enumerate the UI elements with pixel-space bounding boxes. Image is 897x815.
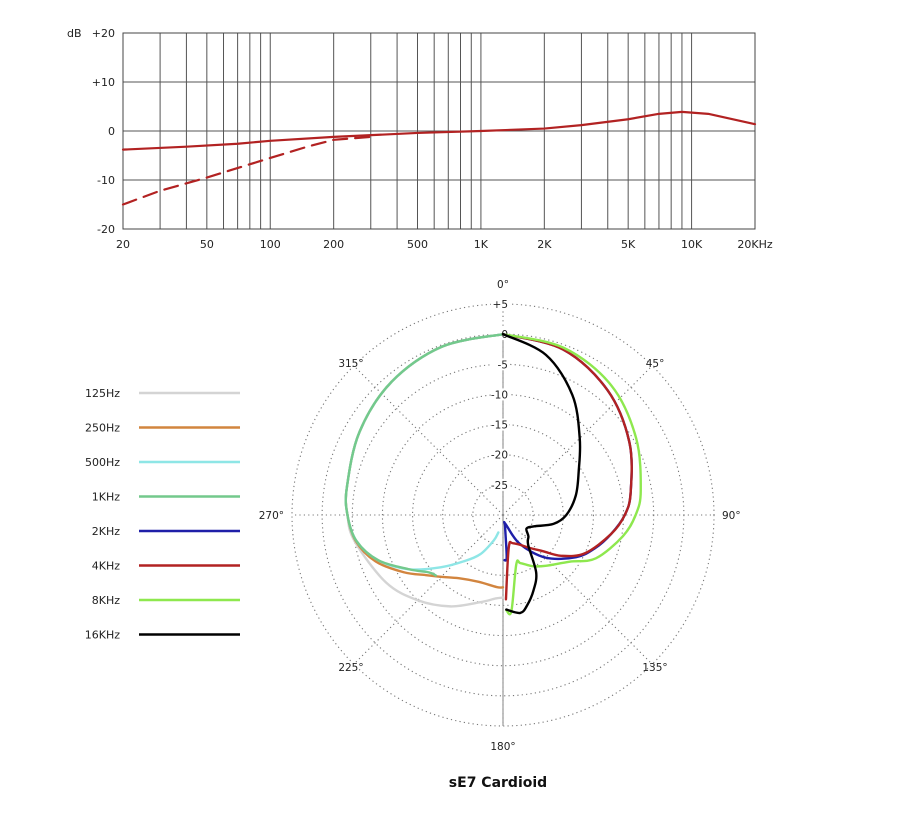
polar-series-1khz: [344, 332, 505, 577]
polar-chart-title: sE7 Cardioid: [449, 775, 547, 791]
legend-label: 250Hz: [85, 422, 120, 435]
legend-label: 1KHz: [92, 491, 120, 504]
polar-ring: [291, 303, 715, 727]
freq-y-unit-label: dB: [67, 27, 82, 40]
polar-ring-label-bg: [491, 388, 509, 401]
polar-ring-label: +5: [493, 299, 508, 311]
polar-ring-label-bg: [491, 298, 509, 310]
polar-ring-label: -10: [491, 389, 508, 401]
polar-angle-label: 225°: [338, 662, 363, 674]
polar-ring: [442, 454, 564, 576]
polar-ring-label-bg: [491, 358, 509, 371]
freq-x-tick-label: 2K: [537, 238, 552, 251]
freq-x-tick-label: 20KHz: [737, 238, 772, 251]
polar-series-4khz: [501, 332, 633, 601]
freq-x-tick-label: 10K: [681, 238, 703, 251]
freq-x-tick-label: 20: [116, 238, 130, 251]
polar-angle-label: 0°: [497, 279, 509, 291]
legend-label: 125Hz: [85, 387, 120, 400]
freq-y-tick-label: +20: [92, 27, 115, 40]
legend-label: 16KHz: [85, 629, 120, 642]
legend-label: 500Hz: [85, 456, 120, 469]
polar-ring-label-bg: [491, 448, 509, 461]
legend: 125Hz 250Hz 500Hz 1KHz 2KHz 4KHz 8KHz 16KHz: [85, 387, 240, 642]
legend-label: 8KHz: [92, 594, 120, 607]
legend-label: 2KHz: [92, 525, 120, 538]
polar-angle-label: 45°: [646, 358, 665, 370]
freq-x-tick-label: 100: [260, 238, 281, 251]
polar-ring-label: -20: [491, 450, 508, 462]
freq-x-tick-label: 50: [200, 238, 214, 251]
polar-ring-label: -25: [491, 480, 508, 492]
polar-angle-label: 270°: [259, 510, 284, 522]
freq-x-tick-label: 5K: [621, 238, 636, 251]
polar-pattern-chart: +50-5-10-15-20-250°45°90°135°180°225°270…: [259, 279, 741, 753]
legend-label: 4KHz: [92, 560, 120, 573]
freq-series-line-solid: [121, 110, 757, 151]
freq-x-tick-label: 200: [323, 238, 344, 251]
freq-x-tick-label: 1K: [474, 238, 489, 251]
freq-x-tick-label: 500: [407, 238, 428, 251]
polar-angle-label: 90°: [722, 510, 741, 522]
polar-series-8khz: [501, 332, 642, 616]
polar-series-16khz: [501, 332, 582, 615]
polar-ring-label: -15: [491, 420, 508, 432]
freq-plot-frame: [122, 32, 756, 230]
polar-ring-label-bg: [491, 418, 509, 431]
freq-y-tick-label: 0: [108, 125, 115, 138]
polar-ring-label-bg: [491, 478, 509, 491]
freq-y-tick-label: -20: [97, 223, 115, 236]
polar-angle-label: 180°: [490, 741, 515, 753]
freq-y-tick-label: -10: [97, 174, 115, 187]
polar-angle-label: 315°: [338, 358, 363, 370]
frequency-response-chart: +20 +10 0 -10 -20 dB 20 50 100 200 500 1K 2K 5K 10K 20K…: [67, 27, 773, 251]
freq-series-line-dashed: [121, 135, 372, 206]
polar-angle-label: 135°: [642, 662, 667, 674]
polar-ring-label: -5: [498, 359, 508, 371]
freq-y-tick-label: +10: [92, 76, 115, 89]
